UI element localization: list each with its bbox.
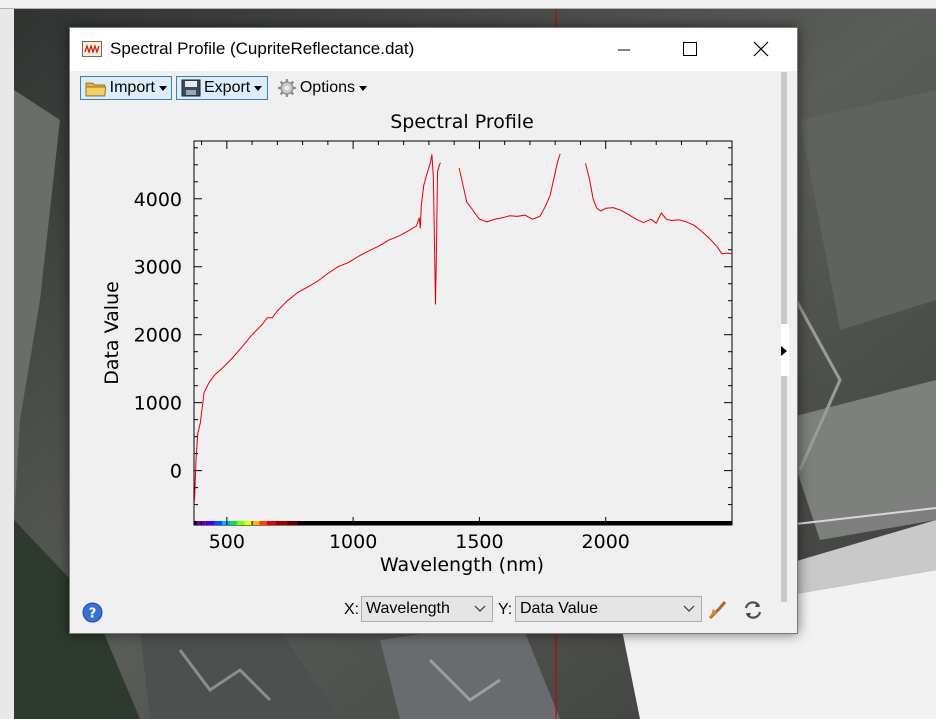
chevron-down-icon [474,605,486,612]
y-tick-label: 4000 [134,189,182,211]
save-disk-icon [181,79,201,97]
chart-title: Spectral Profile [390,111,534,133]
toolbar: Import Export Optio [70,71,797,105]
export-button[interactable]: Export [176,76,268,100]
spectrum-line-segment-2 [458,153,561,223]
options-button[interactable]: Options [272,76,372,100]
title-bar[interactable]: Spectral Profile (CupriteReflectance.dat… [70,28,797,71]
options-label: Options [299,79,355,96]
y-tick-label: 3000 [134,257,182,279]
export-label: Export [204,79,251,96]
minimize-button[interactable] [601,28,647,71]
folder-icon [85,82,107,97]
spectrum-series [194,153,733,502]
svg-text:?: ? [89,607,97,622]
spectral-profile-app-icon [82,41,102,57]
spectral-profile-window: Spectral Profile (CupriteReflectance.dat… [69,27,798,634]
gear-icon [277,79,296,97]
x-tick-label: 1500 [455,531,503,553]
y-tick-label: 0 [170,461,182,483]
chevron-down-icon [359,85,367,91]
arrow-right-icon[interactable] [781,346,787,356]
visible-spectrum-bar [194,521,732,525]
chevron-down-icon [254,85,263,91]
import-button[interactable]: Import [80,76,172,100]
plot-area-frame [193,140,733,526]
x-axis-select-value: Wavelength [366,600,450,617]
y-axis-select[interactable]: Data Value [515,596,702,622]
y-tick-label: 1000 [134,393,182,415]
y-axis-selector-label: Y: [498,601,513,618]
x-tick-label: 500 [209,531,245,553]
spectral-profile-plot[interactable]: Spectral Profile Data Value Wavelength (… [70,105,782,585]
chevron-down-icon [159,85,167,91]
host-toolbar-strip [0,0,936,9]
x-axis-select[interactable]: Wavelength [361,596,493,622]
edit-properties-icon[interactable] [707,599,729,621]
chevron-down-icon [683,605,695,612]
axis-tick-labels: 500 1000 1500 2000 0 1000 2000 3000 4000 [134,189,630,553]
reset-icon[interactable] [742,599,764,621]
spectrum-line-segment-1 [194,154,441,502]
y-axis-label: Data Value [101,281,123,385]
x-tick-label: 2000 [582,531,630,553]
help-icon[interactable]: ? [82,602,103,623]
x-tick-label: 1000 [329,531,377,553]
close-button[interactable] [738,28,784,71]
window-title: Spectral Profile (CupriteReflectance.dat… [110,39,415,58]
import-label: Import [109,79,155,96]
maximize-button[interactable] [667,28,713,71]
axis-ticks [194,141,733,525]
spectrum-line-segment-3 [585,163,733,255]
y-axis-select-value: Data Value [520,600,598,617]
x-axis-label: Wavelength (nm) [380,554,544,576]
x-axis-selector-label: X: [344,601,360,618]
y-tick-label: 2000 [134,325,182,347]
